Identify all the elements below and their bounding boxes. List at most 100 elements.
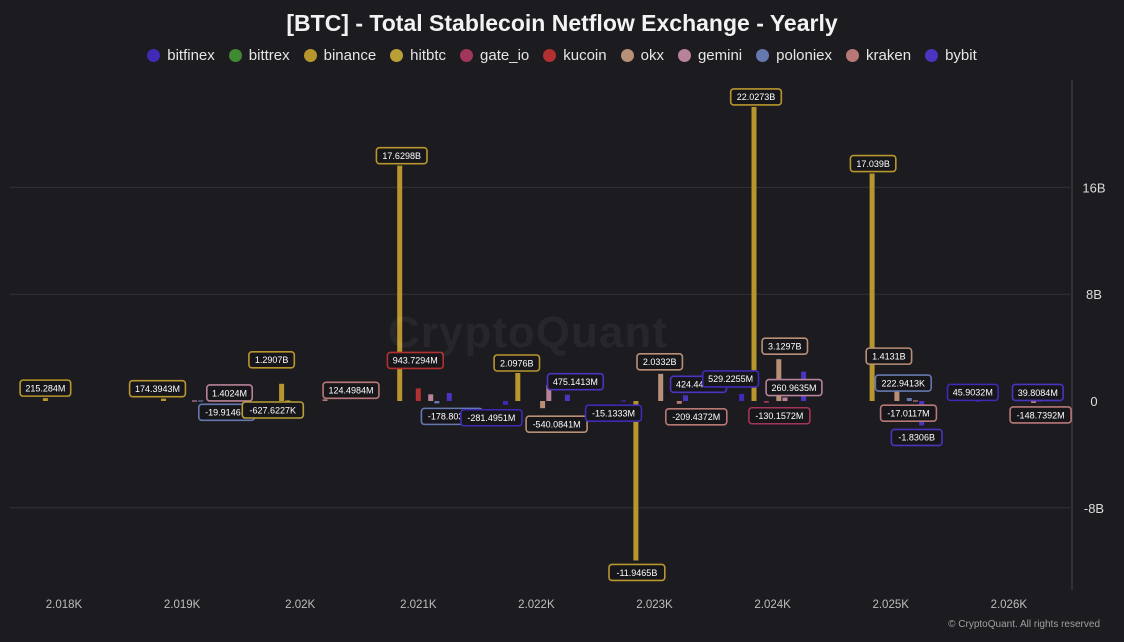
legend-label: okx <box>640 47 664 64</box>
legend-label: gemini <box>697 47 743 64</box>
legend-item-okx[interactable]: okx <box>620 47 664 64</box>
data-label-binance-2025: 17.039B <box>856 159 890 169</box>
bar-bitfinex-2024[interactable] <box>739 393 745 401</box>
bar-okx-2022[interactable] <box>540 401 546 409</box>
bar-binance-2018[interactable] <box>42 398 48 401</box>
x-tick-label: 2.023K <box>636 599 673 611</box>
legend-item-gate_io[interactable]: gate_io <box>460 47 529 64</box>
data-label-box <box>19 379 72 397</box>
data-label-box <box>525 415 588 434</box>
legend-item-kraken[interactable]: kraken <box>846 47 911 64</box>
bar-binance-2019[interactable] <box>161 398 166 401</box>
data-label-box <box>375 146 428 165</box>
data-label-box <box>206 384 254 402</box>
data-label-box <box>879 404 938 423</box>
legend-dot-icon <box>390 49 404 62</box>
bar-gate_io-2024[interactable] <box>763 401 769 403</box>
data-label-box <box>890 428 943 447</box>
data-label-box <box>241 401 305 419</box>
data-label-kraken-2020: 124.4984M <box>328 386 373 396</box>
bar-binance-2024[interactable] <box>751 106 757 401</box>
legend-dot-icon <box>620 49 634 62</box>
bar-bybit-2022[interactable] <box>564 394 570 401</box>
bar-poloniex-2021[interactable] <box>434 401 440 404</box>
legend-label: bitfinex <box>167 47 215 64</box>
legend-dot-icon <box>846 49 860 62</box>
legend-item-bittrex[interactable]: bittrex <box>228 47 290 64</box>
data-label-poloniex-2025: 222.9413K <box>882 378 926 388</box>
data-label-binance-2018: 215.284M <box>25 383 65 393</box>
y-tick-label: 16B <box>1082 180 1105 195</box>
bar-binance-2022[interactable] <box>515 372 521 401</box>
data-label-binance-2022: 2.0976B <box>500 358 534 368</box>
data-label-okx-2025: 1.4131B <box>872 351 906 361</box>
data-label-bybit-2022: 475.1413M <box>553 377 598 387</box>
data-label-poloniex-2019: -19.9146M <box>205 408 248 418</box>
legend-item-binance[interactable]: binance <box>303 47 376 64</box>
legend-item-bitfinex[interactable]: bitfinex <box>147 47 215 64</box>
bar-okx-2023[interactable] <box>658 373 664 401</box>
bar-bitfinex-2022[interactable] <box>502 401 508 405</box>
data-label-gate_io-2024: -130.1572M <box>755 411 803 421</box>
data-label-binance-2020: 1.2907B <box>255 355 289 365</box>
data-label-box <box>765 378 823 397</box>
bar-binance-2023[interactable] <box>633 401 639 561</box>
data-label-box <box>493 354 541 372</box>
data-label-box <box>946 383 999 402</box>
bar-kucoin-2021[interactable] <box>415 388 421 401</box>
data-label-box <box>729 88 783 106</box>
y-tick-label: -8B <box>1084 501 1104 516</box>
bar-kraken-2026[interactable] <box>1031 401 1037 403</box>
legend-item-poloniex[interactable]: poloniex <box>756 47 832 64</box>
bar-poloniex-2019[interactable] <box>198 400 204 402</box>
bar-gemini-2021[interactable] <box>428 394 434 401</box>
data-label-bitfinex-2023: -15.1333M <box>592 409 635 419</box>
data-label-box <box>874 374 933 392</box>
legend-item-gemini[interactable]: gemini <box>677 47 743 64</box>
bar-gemini-2024[interactable] <box>782 397 788 401</box>
data-label-kraken-2026: -148.7392M <box>1017 410 1065 420</box>
bar-binance-2020[interactable] <box>279 383 285 401</box>
bar-binance-2021[interactable] <box>397 165 403 401</box>
data-label-box <box>1009 406 1072 424</box>
data-label-box <box>248 350 296 369</box>
x-tick-label: 2.024K <box>754 599 791 611</box>
bar-bybit-2023[interactable] <box>683 395 688 401</box>
data-label-hitbtc-2020: -627.6227K <box>250 405 297 415</box>
data-label-box <box>128 379 187 398</box>
legend-label: hitbtc <box>410 47 447 64</box>
legend-dot-icon <box>543 49 557 62</box>
legend-item-bybit[interactable]: bybit <box>925 47 977 64</box>
legend-dot-icon <box>677 49 691 62</box>
bar-kraken-2020[interactable] <box>322 399 328 401</box>
data-label-bybit-2025: -1.8306B <box>898 433 935 443</box>
bar-poloniex-2025[interactable] <box>906 398 912 401</box>
legend-item-hitbtc[interactable]: hitbtc <box>390 47 446 64</box>
bar-bitfinex-2023[interactable] <box>621 400 626 402</box>
x-tick-label: 2.025K <box>872 599 909 611</box>
legend-dot-icon <box>147 49 161 62</box>
data-label-box <box>584 404 643 423</box>
bar-hitbtc-2020[interactable] <box>285 400 291 402</box>
bar-gemini-2019[interactable] <box>192 400 197 402</box>
x-tick-label: 2.022K <box>518 599 555 611</box>
legend-dot-icon <box>228 49 242 62</box>
data-label-bitfinex-2024: 529.2255M <box>708 374 753 384</box>
bar-kraken-2025[interactable] <box>913 400 918 402</box>
copyright: © CryptoQuant. All rights reserved <box>948 619 1100 630</box>
data-label-bitfinex-2022: -281.4951M <box>467 413 515 423</box>
legend-label: poloniex <box>776 47 833 64</box>
data-label-okx-2023: 2.0332B <box>643 357 677 367</box>
data-label-box <box>322 381 380 400</box>
bar-bybit-2021[interactable] <box>446 392 452 401</box>
bar-gemini-2022[interactable] <box>546 384 552 401</box>
bar-binance-2025[interactable] <box>869 173 875 401</box>
data-label-binance-2024: 22.0273B <box>737 92 776 102</box>
legend-item-kucoin[interactable]: kucoin <box>543 47 607 64</box>
bar-kraken-2023[interactable] <box>676 401 682 404</box>
data-label-kraken-2025: -17.0117M <box>887 409 929 419</box>
data-label-binance-2019: 174.3943M <box>135 384 180 394</box>
x-tick-label: 2.018K <box>46 599 83 611</box>
data-label-box <box>460 408 523 427</box>
legend-label: kraken <box>866 47 912 64</box>
